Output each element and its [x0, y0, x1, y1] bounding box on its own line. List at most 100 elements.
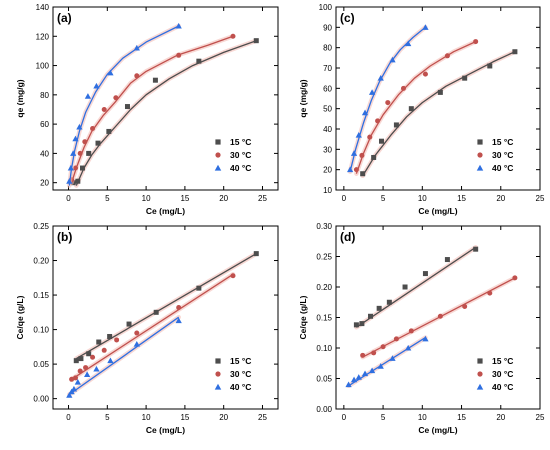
data-point-d-0 — [473, 246, 479, 252]
y-tick-label-d: 0.25 — [316, 253, 332, 262]
y-tick-label-c: 60 — [323, 84, 332, 93]
data-point-c-1 — [422, 71, 428, 77]
data-point-d-2 — [389, 355, 396, 361]
y-tick-label-a: 20 — [40, 179, 49, 188]
y-tick-label-c: 100 — [319, 3, 333, 12]
data-point-a-1 — [73, 165, 78, 171]
data-point-d-1 — [393, 336, 399, 342]
data-point-b-0 — [78, 356, 84, 362]
data-point-c-2 — [422, 24, 429, 30]
fit-line-c-0 — [362, 51, 516, 177]
data-point-c-2 — [389, 56, 396, 63]
data-point-c-1 — [473, 39, 479, 45]
data-point-b-1 — [77, 368, 83, 374]
panel-label-a: (a) — [57, 11, 72, 25]
data-point-b-1 — [83, 365, 89, 371]
data-point-c-1 — [353, 167, 359, 173]
data-point-c-1 — [367, 134, 373, 140]
data-point-a-1 — [230, 33, 236, 39]
data-point-c-2 — [346, 166, 354, 173]
data-point-b-0 — [86, 351, 92, 357]
data-point-d-0 — [368, 313, 374, 319]
data-point-c-2 — [368, 89, 376, 95]
data-point-c-0 — [512, 49, 518, 55]
fit-line-d-2 — [348, 337, 426, 387]
legend-label-c-2: 40 °C — [492, 163, 513, 173]
x-tick-label-d: 0 — [342, 413, 347, 422]
data-point-b-0 — [196, 285, 202, 291]
data-point-a-1 — [90, 126, 96, 132]
y-tick-label-c: 80 — [323, 44, 332, 53]
data-point-a-1 — [134, 73, 140, 79]
legend-label-d-0: 15 °C — [492, 356, 513, 366]
legend-label-a-1: 30 °C — [230, 150, 251, 160]
data-point-d-1 — [512, 275, 518, 281]
panel-c-isotherm-qe: 0 5 10 15 20 25 10 20 30 40 50 60 70 80 90 100 Ce (mg/L)… — [298, 3, 545, 216]
data-point-a-1 — [101, 106, 107, 112]
x-tick-label-d: 15 — [457, 413, 466, 422]
y-tick-label-d: 0.05 — [316, 375, 332, 384]
legend-marker-b-0 — [215, 358, 221, 364]
y-axis-title-d: Ce/qe (g/L) — [298, 295, 308, 339]
data-point-a-2 — [93, 82, 100, 89]
y-tick-label-c: 20 — [323, 166, 332, 175]
data-point-b-0 — [73, 358, 79, 364]
y-axis-title-c: qe (mg/g) — [298, 79, 308, 117]
data-point-b-1 — [134, 330, 140, 336]
x-tick-label-b: 5 — [105, 413, 110, 422]
data-point-b-1 — [69, 376, 75, 382]
x-tick-label-b: 15 — [180, 413, 189, 422]
data-point-c-0 — [408, 106, 414, 112]
data-point-d-0 — [353, 322, 359, 328]
y-tick-label-d: 0.00 — [316, 405, 332, 414]
data-point-d-2 — [345, 381, 352, 388]
x-tick-label-c: 5 — [381, 194, 386, 203]
data-point-c-1 — [400, 85, 406, 91]
y-tick-label-c: 30 — [323, 145, 332, 154]
data-point-d-0 — [444, 257, 450, 263]
data-point-d-1 — [437, 313, 443, 319]
x-tick-label-a: 20 — [219, 194, 228, 203]
data-point-a-0 — [124, 104, 130, 110]
legend-marker-a-2 — [214, 164, 222, 171]
y-tick-label-c: 40 — [323, 125, 332, 134]
fit-line-b-1 — [71, 273, 234, 380]
legend-marker-a-1 — [215, 152, 221, 158]
data-point-d-0 — [386, 299, 392, 305]
data-point-a-1 — [176, 52, 182, 58]
data-point-a-2 — [72, 135, 79, 142]
y-tick-label-a: 40 — [40, 149, 49, 158]
y-tick-label-a: 80 — [40, 91, 49, 100]
data-point-d-1 — [380, 344, 386, 350]
x-tick-label-c: 0 — [342, 194, 347, 203]
y-tick-label-b: 0.15 — [33, 291, 49, 300]
x-tick-label-a: 0 — [66, 194, 71, 203]
data-point-a-2 — [175, 22, 182, 29]
x-tick-label-a: 15 — [180, 194, 189, 203]
data-point-b-2 — [66, 392, 73, 398]
panel-d-linear-ce-qe: 0 5 10 15 20 25 0.00 0.05 0.10 0.15 0.20 0.25 0.30 Ce… — [298, 222, 545, 435]
plot-frame-a — [52, 6, 279, 191]
data-point-d-0 — [376, 305, 382, 311]
legend-label-c-1: 30 °C — [492, 150, 513, 160]
data-point-b-0 — [96, 339, 102, 345]
data-point-b-2 — [175, 317, 182, 324]
panel-a-isotherm-qe: 0 5 10 15 20 25 20 40 60 80 100 120 140 Ce (mg/L) qe (… — [15, 3, 279, 216]
data-point-c-2 — [361, 109, 369, 116]
x-tick-label-d: 5 — [381, 413, 386, 422]
x-tick-label-b: 10 — [142, 413, 151, 422]
data-point-c-2 — [405, 40, 412, 47]
legend-label-d-2: 40 °C — [492, 382, 513, 392]
fit-band-c-2 — [347, 25, 428, 174]
data-point-a-0 — [75, 178, 81, 184]
legend-marker-b-1 — [215, 371, 221, 377]
data-point-a-1 — [113, 95, 119, 101]
legend-label-a-0: 15 °C — [230, 137, 251, 147]
legend-marker-c-2 — [476, 164, 484, 171]
data-point-d-2 — [355, 374, 362, 380]
data-point-d-0 — [359, 321, 365, 327]
x-axis-title-b: Ce (mg/L) — [146, 425, 185, 435]
panel-label-b: (b) — [57, 230, 72, 244]
x-tick-label-c: 25 — [536, 194, 545, 203]
y-tick-label-a: 60 — [40, 120, 49, 129]
